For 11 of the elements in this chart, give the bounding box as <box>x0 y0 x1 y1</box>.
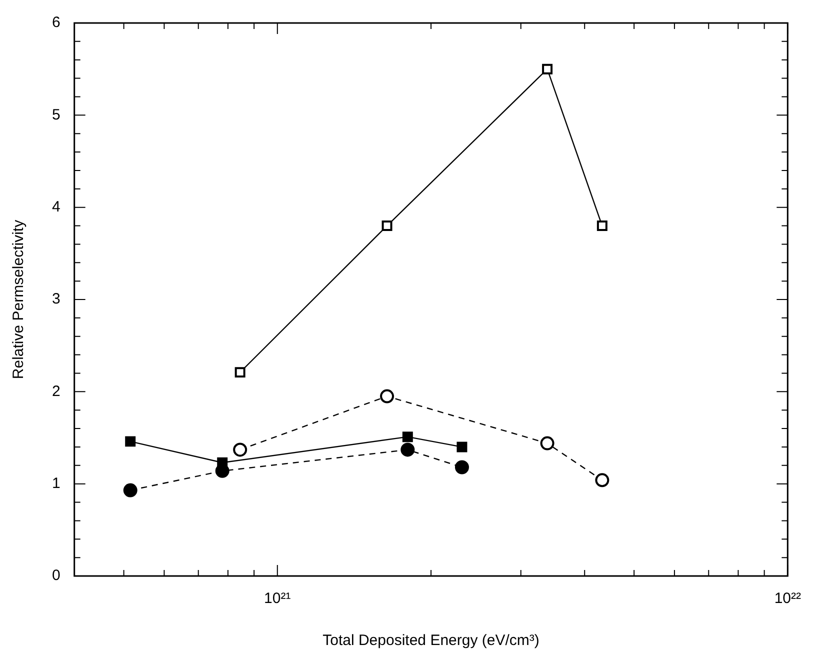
x-tick-label: 10²¹ <box>264 590 291 608</box>
y-tick-label: 3 <box>52 290 60 308</box>
y-tick-label: 1 <box>52 474 60 492</box>
y-tick-label: 0 <box>52 567 60 584</box>
y-axis-title: Relative Permselectivity <box>10 219 28 380</box>
x-tick-label: 10²² <box>774 590 802 608</box>
x-axis-title: Total Deposited Energy (eV/cm³) <box>322 632 540 650</box>
y-tick-label: 4 <box>52 198 60 216</box>
y-tick-label: 6 <box>52 14 60 32</box>
y-tick-label: 2 <box>52 382 60 400</box>
y-tick-label: 5 <box>52 106 60 124</box>
